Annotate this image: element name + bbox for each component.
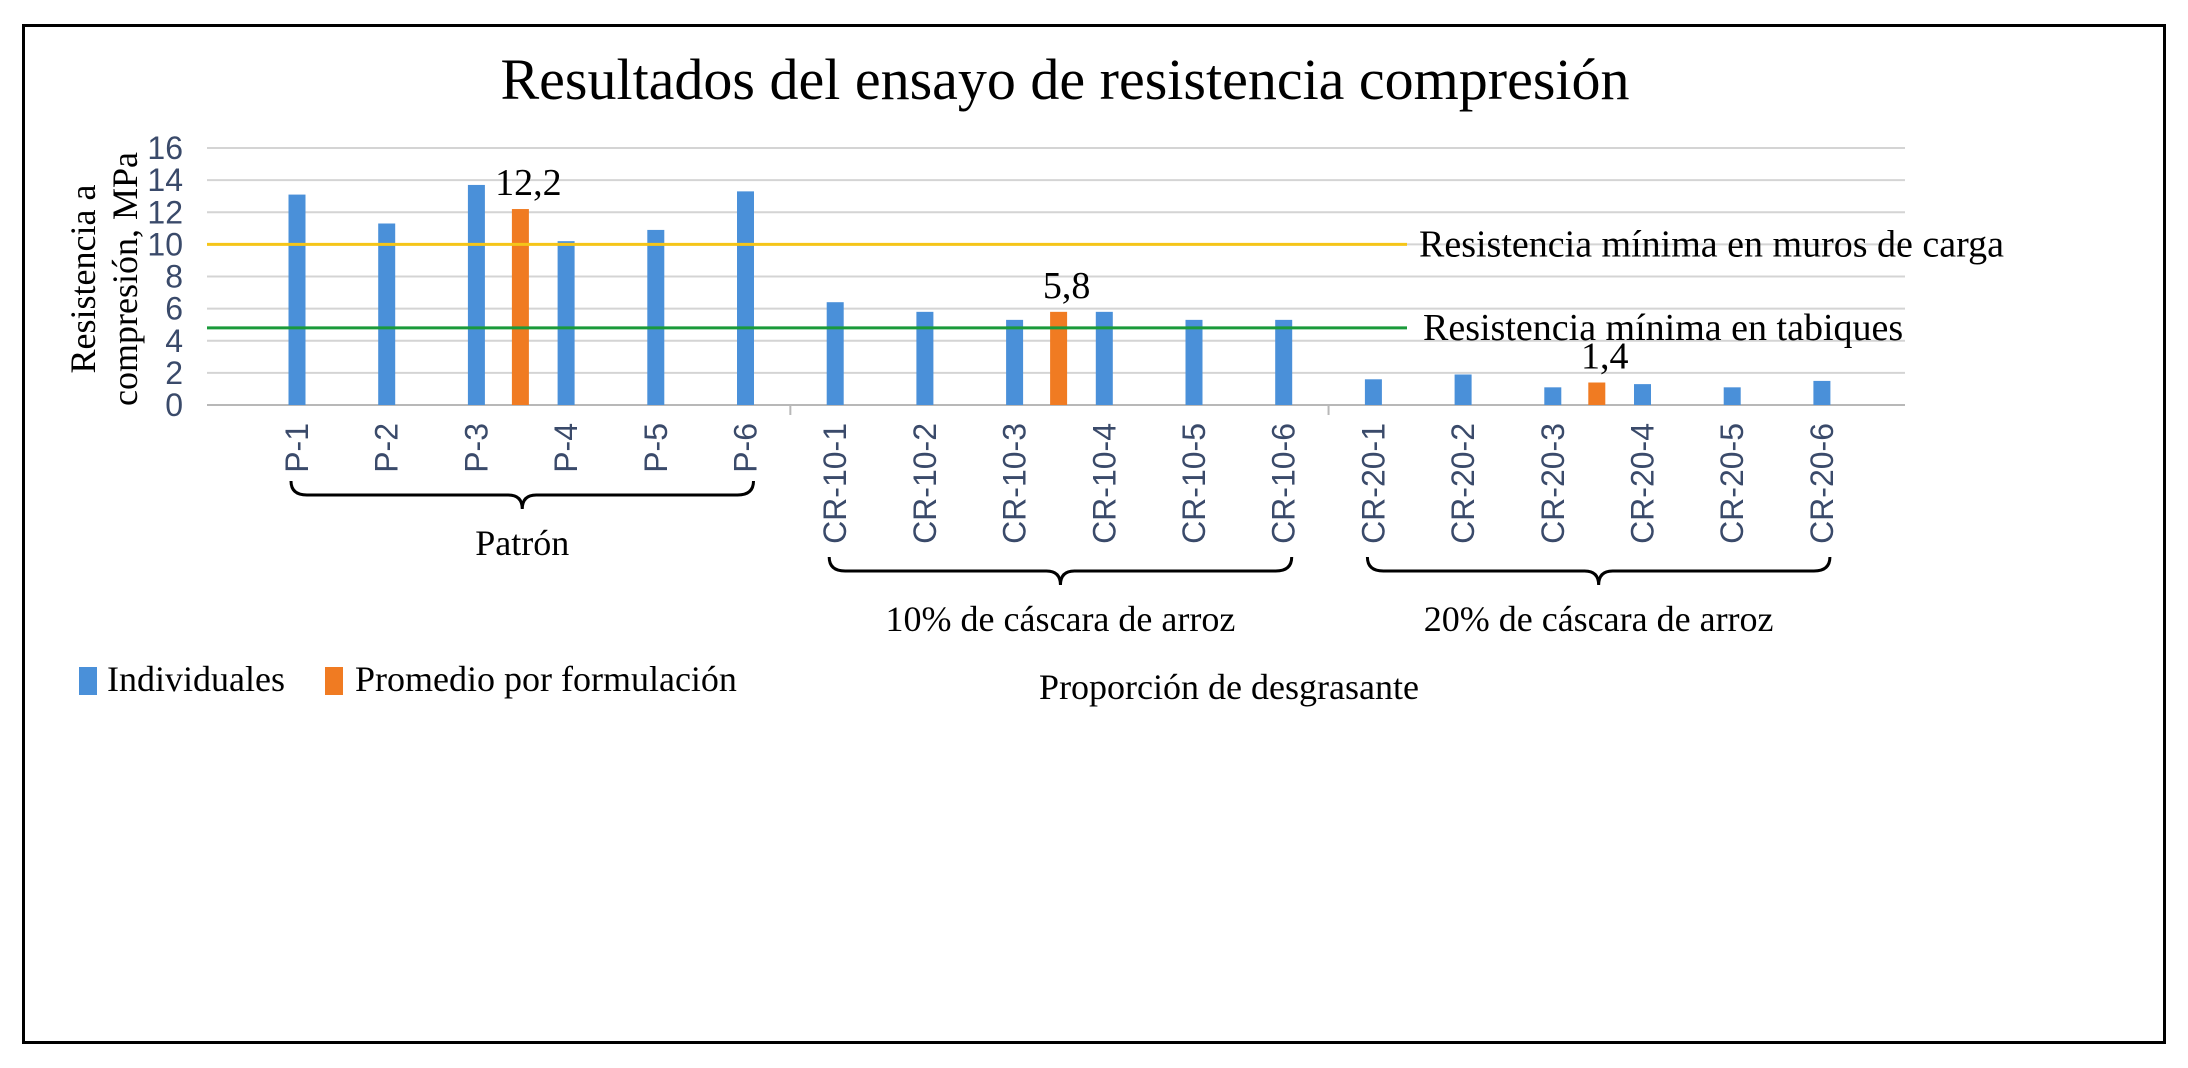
legend-swatch-individuales [79, 667, 97, 695]
y-axis-title-line2: compresión, MPa [105, 152, 145, 406]
y-tick-label: 4 [165, 323, 183, 359]
x-tick-label: CR-10-6 [1266, 423, 1302, 544]
y-tick-label: 14 [147, 162, 183, 198]
bar-average [1588, 382, 1606, 405]
group-brace [1365, 556, 1832, 586]
group-brace [827, 556, 1294, 586]
bar-individual [826, 302, 844, 405]
y-tick-label: 2 [165, 355, 183, 391]
bar-individual [916, 311, 934, 405]
group-label: 10% de cáscara de arroz [886, 599, 1236, 639]
data-label-average: 1,4 [1581, 336, 1629, 378]
bar-individual [647, 229, 665, 405]
group-label: Patrón [475, 523, 569, 563]
figure-frame: Resultados del ensayo de resistencia com… [22, 24, 2166, 1044]
bar-average [1050, 311, 1068, 405]
chart-title: Resultados del ensayo de resistencia com… [500, 47, 1629, 112]
bar-individual [557, 241, 575, 405]
x-tick-label: CR-20-3 [1535, 423, 1571, 544]
x-tick-label: P-6 [728, 423, 764, 473]
reference-line-label: Resistencia mínima en tabiques [1423, 307, 1903, 349]
y-tick-label: 0 [165, 387, 183, 423]
bar-individual [467, 184, 485, 405]
y-tick-label: 6 [165, 291, 183, 327]
x-tick-label: CR-20-1 [1355, 423, 1391, 544]
legend-label-individuales: Individuales [107, 659, 285, 699]
x-tick-label: P-3 [458, 423, 494, 473]
group-brace [289, 480, 755, 510]
y-axis-title-line1: Resistencia a [63, 185, 103, 374]
x-tick-label: P-4 [548, 423, 584, 473]
bar-individual [288, 194, 306, 405]
x-tick-label: CR-10-4 [1086, 423, 1122, 544]
x-tick-label: CR-10-5 [1176, 423, 1212, 544]
x-tick-label: CR-10-3 [997, 423, 1033, 544]
x-tick-label: CR-10-1 [817, 423, 853, 544]
x-tick-label: P-2 [369, 423, 405, 473]
x-tick-label: CR-10-2 [907, 423, 943, 544]
bar-individual [1544, 387, 1562, 405]
bar-individual [1634, 384, 1651, 405]
x-axis-title: Proporción de desgrasante [1039, 667, 1419, 707]
bar-individual [1364, 379, 1382, 405]
x-tick-label: CR-20-6 [1804, 423, 1840, 544]
x-tick-label: P-5 [638, 423, 674, 473]
chart: Resultados del ensayo de resistencia com… [63, 47, 2004, 707]
legend: Individuales Promedio por formulación [79, 659, 737, 699]
reference-lines: Resistencia mínima en muros de carga Resi… [207, 223, 2004, 349]
bar-individual [1813, 380, 1831, 405]
y-tick-label: 10 [147, 226, 183, 262]
legend-label-promedio: Promedio por formulación [355, 659, 737, 699]
bar-individual [1275, 319, 1293, 405]
y-tick-label: 16 [147, 130, 183, 166]
data-label-average: 5,8 [1043, 265, 1091, 307]
x-tick-label: CR-20-2 [1445, 423, 1481, 544]
bars: 12,2 5,8 1,4 [288, 162, 1831, 405]
bar-individual [1723, 387, 1741, 405]
data-label-average: 12,2 [495, 162, 562, 204]
x-tick-label: CR-20-5 [1714, 423, 1750, 544]
group-braces: Patrón 10% de cáscara de arroz 20% de cásc… [289, 480, 1832, 639]
reference-line-label: Resistencia mínima en muros de carga [1419, 223, 2004, 265]
bar-average [511, 209, 529, 405]
y-tick-label: 12 [147, 194, 183, 230]
x-tick-label: P-1 [279, 423, 315, 473]
bar-individual [737, 191, 754, 405]
bar-individual [1095, 311, 1113, 405]
x-tick-label: CR-20-4 [1625, 423, 1661, 544]
bar-individual [378, 223, 396, 405]
legend-swatch-promedio [325, 667, 343, 695]
x-axis-ticks: P-1 P-2 P-3 P-4 P-5 P-6 CR-10-1 CR-10-2 CR-10-3 C… [279, 423, 1840, 544]
bar-individual [1454, 374, 1472, 405]
y-tick-label: 8 [165, 259, 183, 295]
bar-individual [1185, 319, 1203, 405]
group-label: 20% de cáscara de arroz [1424, 599, 1774, 639]
y-axis-title: Resistencia a compresión, MPa [63, 152, 145, 406]
bar-individual [1006, 319, 1024, 405]
